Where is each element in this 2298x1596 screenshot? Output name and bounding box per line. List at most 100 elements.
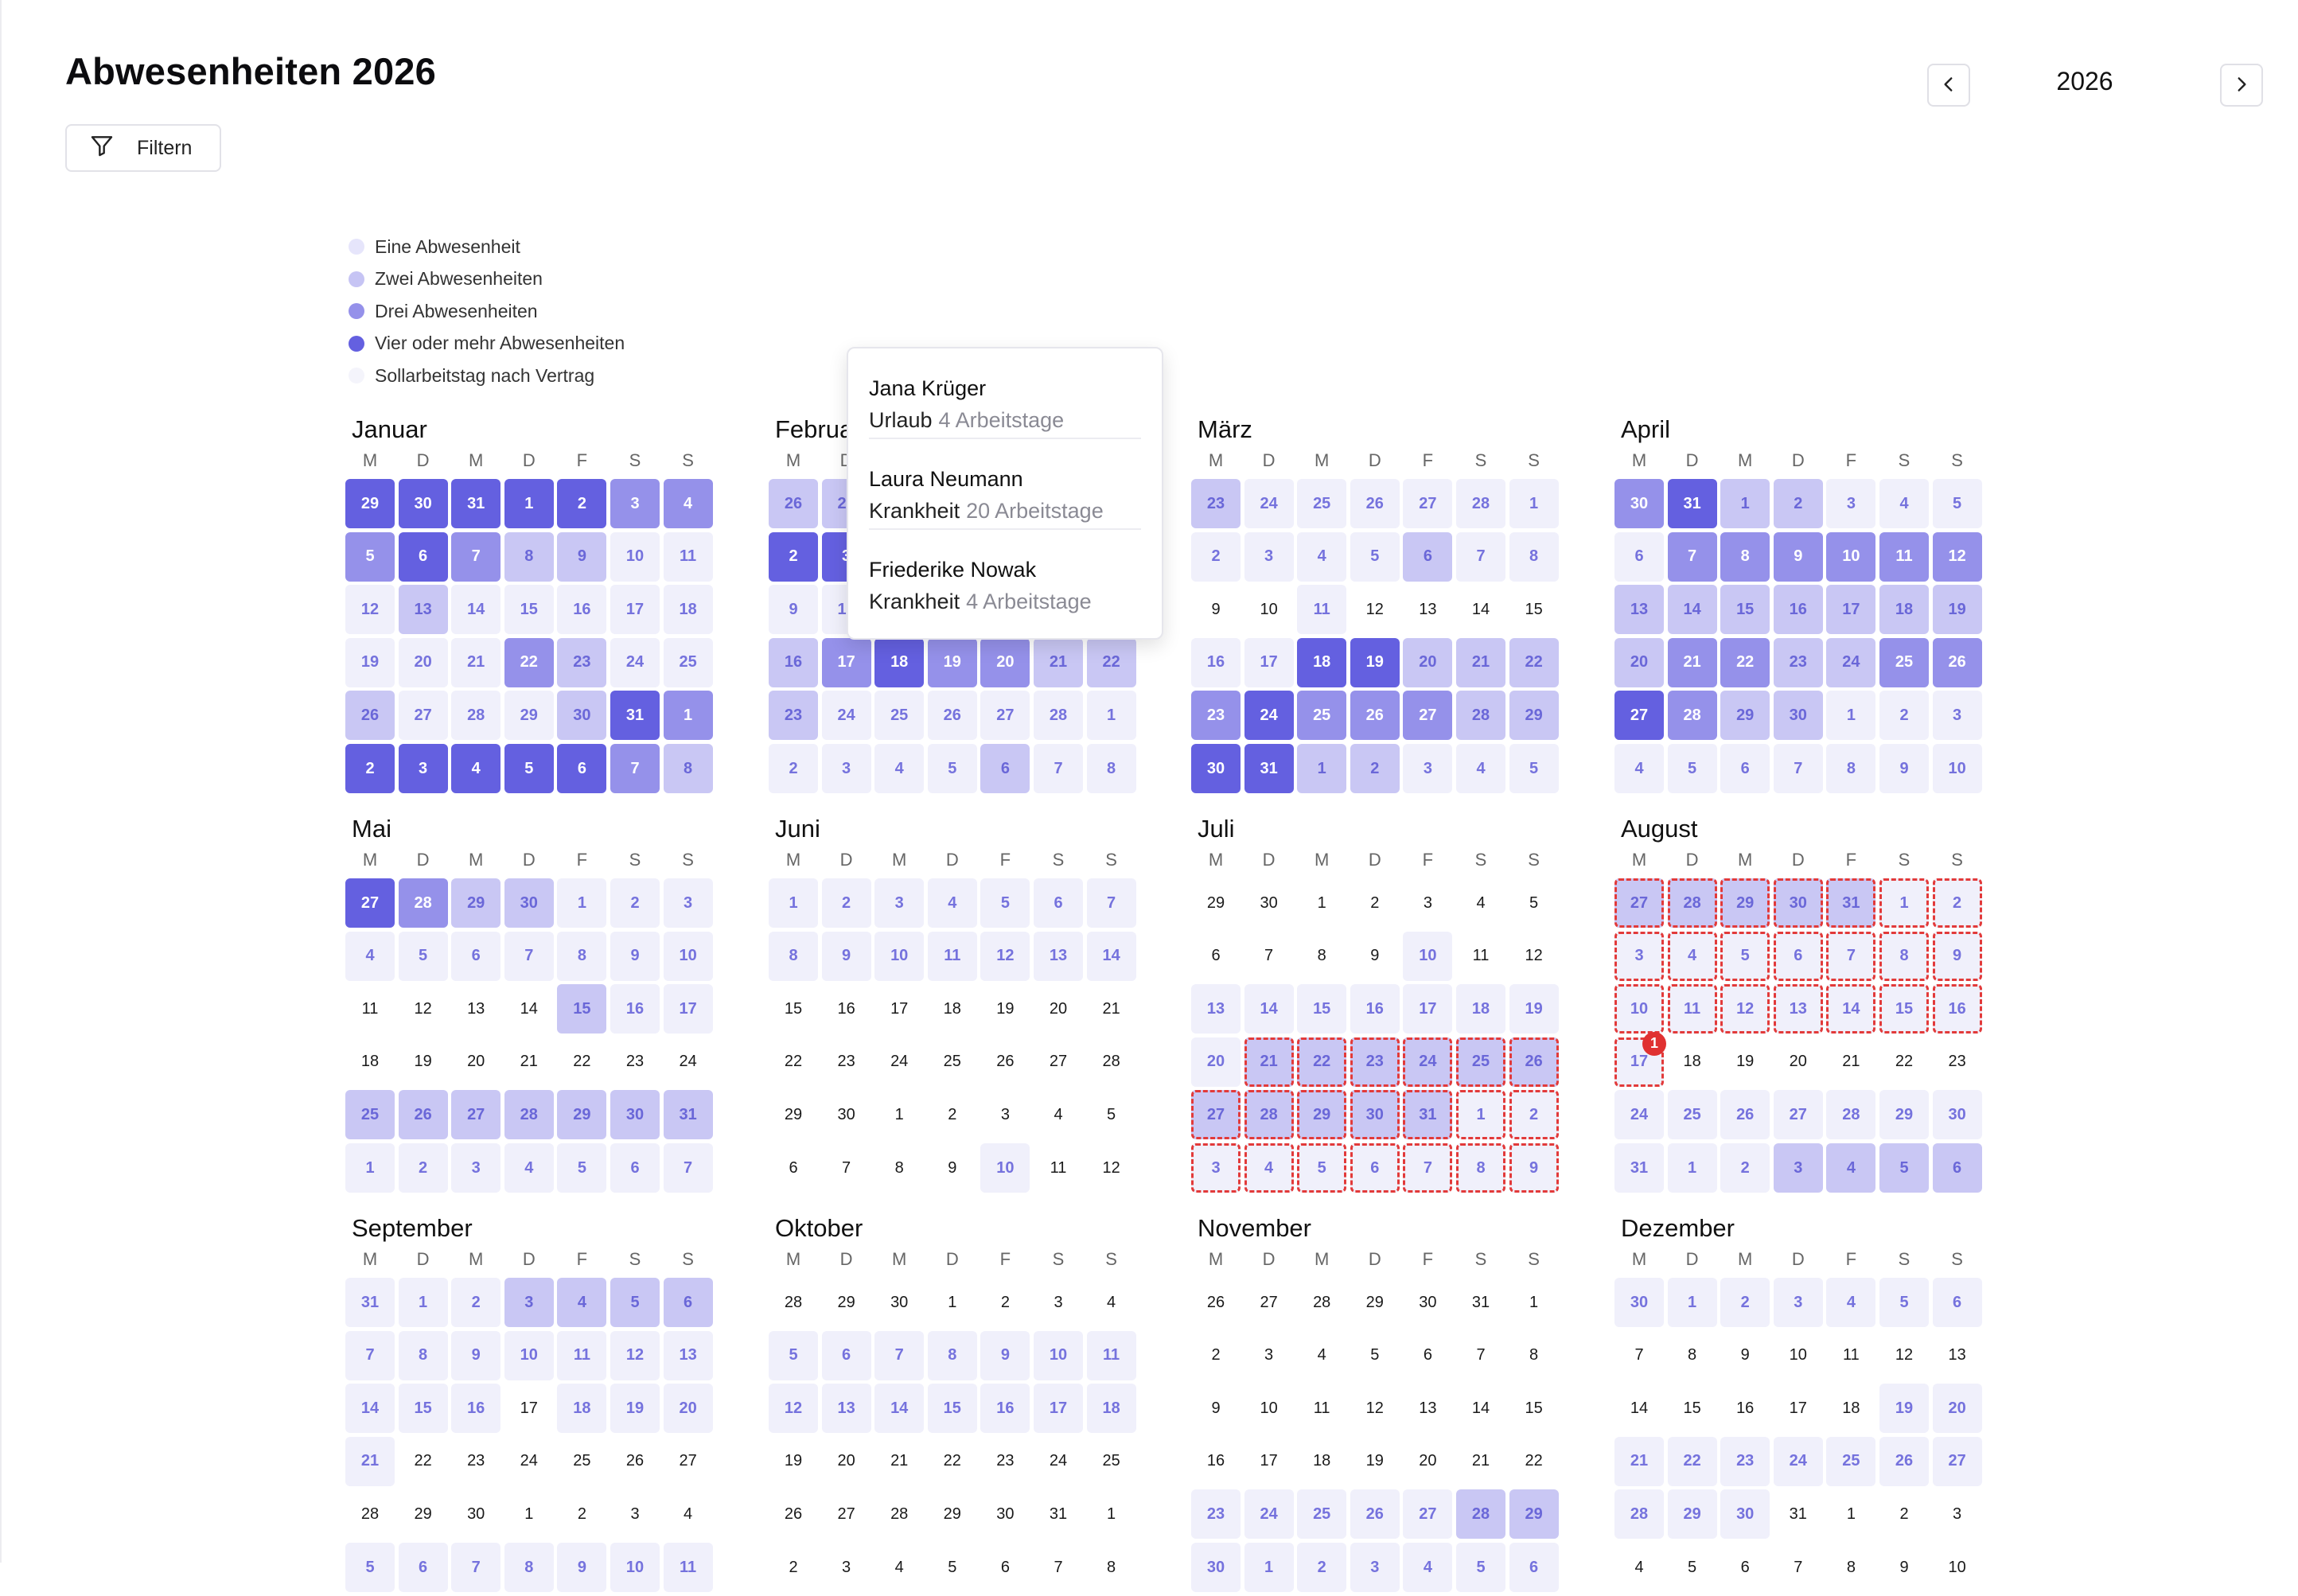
day-cell[interactable]: 30: [1773, 878, 1823, 928]
day-cell[interactable]: 5: [1509, 744, 1559, 793]
day-cell[interactable]: 31: [451, 479, 501, 528]
day-cell[interactable]: 26: [610, 1437, 660, 1486]
day-cell[interactable]: 19: [610, 1384, 660, 1434]
day-cell[interactable]: 28: [874, 1489, 924, 1539]
day-cell[interactable]: 6: [980, 1543, 1030, 1592]
day-cell[interactable]: 21: [1667, 637, 1717, 687]
day-cell[interactable]: 18: [1879, 585, 1929, 635]
day-cell[interactable]: 20: [1191, 1037, 1241, 1087]
day-cell[interactable]: 1: [557, 878, 607, 928]
day-cell[interactable]: 1: [398, 1278, 448, 1327]
day-cell[interactable]: 12: [1879, 1331, 1929, 1380]
day-cell[interactable]: 18: [557, 1384, 607, 1434]
next-year-button[interactable]: [2220, 64, 2263, 107]
day-cell[interactable]: 9: [1932, 931, 1982, 981]
day-cell[interactable]: 12: [1932, 531, 1982, 582]
day-cell[interactable]: 3: [1244, 1331, 1294, 1380]
day-cell[interactable]: 26: [1191, 1278, 1241, 1327]
day-cell[interactable]: 13: [1191, 984, 1241, 1034]
day-cell[interactable]: 19: [1932, 585, 1982, 635]
day-cell[interactable]: 9: [928, 1143, 977, 1193]
day-cell[interactable]: 7: [451, 1543, 501, 1592]
day-cell[interactable]: 28: [1456, 479, 1505, 528]
day-cell[interactable]: 18: [928, 984, 977, 1034]
day-cell[interactable]: 4: [1297, 531, 1347, 582]
day-cell[interactable]: 16: [451, 1384, 501, 1434]
day-cell[interactable]: 31: [1774, 1489, 1823, 1539]
day-cell[interactable]: 2: [610, 878, 660, 928]
day-cell[interactable]: 25: [345, 1090, 395, 1140]
day-cell[interactable]: 3: [504, 1278, 554, 1327]
day-cell[interactable]: 5: [610, 1278, 660, 1327]
day-cell[interactable]: 15: [557, 984, 607, 1034]
day-cell[interactable]: 6: [1614, 531, 1664, 582]
day-cell[interactable]: 24: [1244, 479, 1294, 528]
day-cell[interactable]: 23: [1773, 637, 1823, 687]
day-cell[interactable]: 22: [1297, 1037, 1347, 1087]
day-cell[interactable]: 5: [769, 1330, 818, 1380]
day-cell[interactable]: 25: [1297, 691, 1347, 741]
day-cell[interactable]: 10: [610, 531, 660, 582]
day-cell[interactable]: 30: [1350, 1090, 1400, 1140]
day-cell[interactable]: 10: [1244, 1384, 1294, 1433]
day-cell[interactable]: 24: [874, 1037, 924, 1087]
day-cell[interactable]: 26: [1350, 479, 1400, 528]
day-cell[interactable]: 16: [1720, 1384, 1770, 1433]
day-cell[interactable]: 10: [1034, 1330, 1083, 1380]
day-cell[interactable]: 5: [398, 931, 448, 981]
day-cell[interactable]: 17: [504, 1384, 554, 1433]
day-cell[interactable]: 8: [1509, 1331, 1559, 1380]
day-cell[interactable]: 4: [504, 1143, 554, 1193]
day-cell[interactable]: 10: [980, 1143, 1030, 1193]
day-cell[interactable]: 10: [1826, 531, 1876, 582]
day-cell[interactable]: 17 1: [1614, 1031, 1666, 1087]
day-cell[interactable]: 21: [345, 1436, 395, 1486]
day-cell[interactable]: 30: [1191, 744, 1241, 793]
day-cell[interactable]: 27: [1034, 1037, 1083, 1087]
day-cell[interactable]: 20: [1403, 1437, 1452, 1486]
day-cell[interactable]: 21: [1244, 1037, 1294, 1087]
day-cell[interactable]: 26: [398, 1090, 448, 1140]
day-cell[interactable]: 16: [980, 1384, 1030, 1434]
day-cell[interactable]: 19: [1350, 637, 1400, 687]
day-cell[interactable]: 5: [980, 878, 1030, 928]
day-cell[interactable]: 27: [345, 878, 395, 928]
day-cell[interactable]: 10: [1403, 931, 1453, 981]
day-cell[interactable]: 3: [1244, 531, 1294, 582]
day-cell[interactable]: 7: [451, 531, 501, 582]
day-cell[interactable]: 6: [451, 931, 501, 981]
day-cell[interactable]: 18: [1086, 1384, 1136, 1434]
day-cell[interactable]: 27: [1244, 1278, 1294, 1327]
day-cell[interactable]: 13: [1773, 984, 1823, 1034]
day-cell[interactable]: 26: [927, 691, 977, 741]
day-cell[interactable]: 9: [1350, 932, 1400, 981]
day-cell[interactable]: 22: [399, 1437, 448, 1486]
day-cell[interactable]: 10: [504, 1330, 554, 1380]
day-cell[interactable]: 25: [1087, 1437, 1136, 1486]
day-cell[interactable]: 26: [769, 1489, 818, 1539]
day-cell[interactable]: 5: [1879, 1143, 1929, 1193]
day-cell[interactable]: 6: [1403, 1331, 1452, 1380]
day-cell[interactable]: 11: [1826, 1331, 1875, 1380]
day-cell[interactable]: 29: [399, 1489, 448, 1539]
day-cell[interactable]: 19: [1720, 1037, 1770, 1087]
day-cell[interactable]: 12: [345, 585, 395, 635]
day-cell[interactable]: 2: [1191, 531, 1241, 582]
day-cell[interactable]: 3: [1773, 1143, 1823, 1193]
day-cell[interactable]: 23: [1933, 1037, 1982, 1087]
day-cell[interactable]: 29: [769, 1090, 818, 1139]
day-cell[interactable]: 20: [451, 1037, 500, 1087]
day-cell[interactable]: 5: [927, 744, 977, 793]
day-cell[interactable]: 9: [821, 931, 871, 981]
day-cell[interactable]: 14: [504, 984, 554, 1034]
day-cell[interactable]: 29: [1297, 1090, 1347, 1140]
day-cell[interactable]: 1: [1720, 479, 1770, 528]
day-cell[interactable]: 2: [928, 1090, 977, 1139]
day-cell[interactable]: 8: [927, 1330, 977, 1380]
day-cell[interactable]: 3: [1403, 744, 1453, 793]
day-cell[interactable]: 26: [1350, 691, 1400, 741]
day-cell[interactable]: 12: [399, 984, 448, 1034]
day-cell[interactable]: 16: [1191, 637, 1241, 687]
day-cell[interactable]: 2: [1879, 691, 1929, 741]
day-cell[interactable]: 26: [1720, 1090, 1770, 1140]
